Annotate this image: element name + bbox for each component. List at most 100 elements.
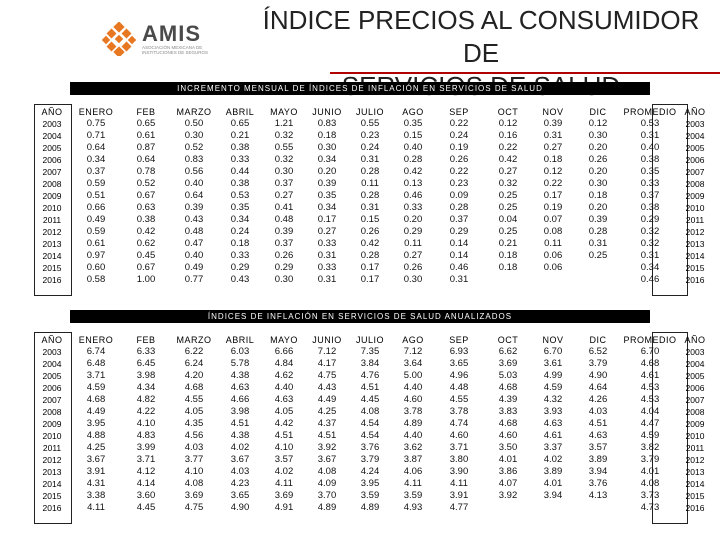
section2-header-row: AÑO ENERO FEB MARZO ABRIL MAYO JUNIO JULIO AGO SE… [34,334,712,346]
value-cell: 0.83 [317,118,337,129]
value-cell: 0.52 [136,178,156,189]
value-cell: 3.99 [136,442,156,453]
value-cell: 4.10 [184,466,204,477]
value-cell: 0.49 [86,214,106,225]
value-cell: 0.18 [498,250,518,261]
value-cell: 0.25 [498,226,518,237]
value-cell: 4.40 [403,430,423,441]
value-cell: 4.68 [184,382,204,393]
value-cell: 3.79 [640,454,660,465]
year-cell: 2010 [42,203,62,213]
value-cell: 0.58 [86,274,106,285]
value-cell: 0.21 [498,238,518,249]
annualized-inflation-table: AÑO ENERO FEB MARZO ABRIL MAYO JUNIO JULIO AGO SE… [34,334,712,514]
value-cell: 3.69 [498,358,518,369]
value-cell: 3.98 [136,370,156,381]
year-cell: 2009 [42,191,62,201]
monthly-increment-table: AÑO ENERO FEB MARZO ABRIL MAYO JUNIO JULIO AGO SE… [34,106,712,286]
value-cell: 4.09 [317,478,337,489]
value-cell: 3.71 [86,370,106,381]
column-header: FEB [136,107,156,117]
value-cell: 4.13 [588,490,608,501]
value-cell: 4.03 [230,466,250,477]
value-cell: 0.26 [588,154,608,165]
year-cell: 2008 [42,179,62,189]
value-cell [484,274,532,286]
column-header: FEB [136,335,156,345]
value-cell: 3.71 [449,442,469,453]
value-cell: 1.21 [274,118,294,129]
value-cell [574,262,622,274]
value-cell: 0.22 [543,178,563,189]
value-cell: 3.78 [449,406,469,417]
value-cell: 3.50 [498,442,518,453]
year-cell: 2014 [42,479,62,489]
value-cell: 0.34 [230,214,250,225]
value-cell: 7.35 [360,346,380,357]
value-cell: 4.08 [317,466,337,477]
table-row: 2011 0.49 0.38 0.43 0.34 0.48 0.17 0.15 0.20 0.37… [34,214,712,226]
year-cell: 2007 [685,395,705,405]
value-cell: 0.46 [449,262,469,273]
value-cell: 3.62 [403,442,423,453]
value-cell: 0.25 [498,190,518,201]
value-cell: 4.63 [230,382,250,393]
value-cell: 4.53 [640,394,660,405]
column-header: AÑO [41,335,63,345]
value-cell: 0.29 [230,262,250,273]
year-cell: 2014 [685,479,705,489]
value-cell: 6.62 [498,346,518,357]
value-cell: 4.54 [360,418,380,429]
value-cell: 4.34 [136,382,156,393]
value-cell: 0.22 [449,118,469,129]
value-cell: 3.90 [449,466,469,477]
value-cell: 0.53 [230,190,250,201]
table-row: 2008 0.59 0.52 0.40 0.38 0.37 0.39 0.11 0.13 0.23… [34,178,712,190]
value-cell: 4.62 [274,370,294,381]
value-cell: 4.59 [640,430,660,441]
value-cell: 0.33 [317,238,337,249]
value-cell: 3.86 [498,466,518,477]
value-cell: 0.37 [274,238,294,249]
value-cell [484,502,532,514]
year-cell: 2003 [42,347,62,357]
value-cell: 3.89 [588,454,608,465]
value-cell: 0.33 [640,178,660,189]
value-cell: 0.27 [274,190,294,201]
value-cell: 0.42 [403,166,423,177]
value-cell: 0.30 [403,274,423,285]
value-cell: 0.26 [274,250,294,261]
value-cell: 4.75 [317,370,337,381]
value-cell: 4.07 [498,478,518,489]
value-cell: 4.54 [360,430,380,441]
value-cell: 3.69 [184,490,204,501]
year-cell: 2007 [42,395,62,405]
value-cell: 0.26 [449,154,469,165]
value-cell: 3.93 [543,406,563,417]
value-cell: 7.12 [317,346,337,357]
value-cell: 0.34 [86,154,106,165]
value-cell: 0.64 [136,154,156,165]
value-cell: 4.63 [543,418,563,429]
value-cell: 4.10 [274,442,294,453]
table-row: 2004 0.71 0.61 0.30 0.21 0.32 0.18 0.23 0.15 0.24… [34,130,712,142]
value-cell: 0.24 [230,226,250,237]
value-cell: 0.21 [230,130,250,141]
value-cell: 0.18 [317,130,337,141]
value-cell: 0.63 [136,202,156,213]
value-cell: 0.32 [274,154,294,165]
year-cell: 2007 [42,167,62,177]
value-cell: 5.78 [230,358,250,369]
value-cell: 3.91 [86,466,106,477]
value-cell: 4.61 [543,430,563,441]
year-cell: 2013 [685,239,705,249]
year-cell: 2005 [685,143,705,153]
year-cell: 2008 [685,407,705,417]
value-cell: 5.03 [498,370,518,381]
value-cell: 4.63 [588,430,608,441]
value-cell: 0.29 [403,226,423,237]
column-header: AÑO [41,107,63,117]
column-header: JULIO [355,335,384,345]
value-cell: 0.12 [543,166,563,177]
section2-year-box-left [34,332,72,524]
